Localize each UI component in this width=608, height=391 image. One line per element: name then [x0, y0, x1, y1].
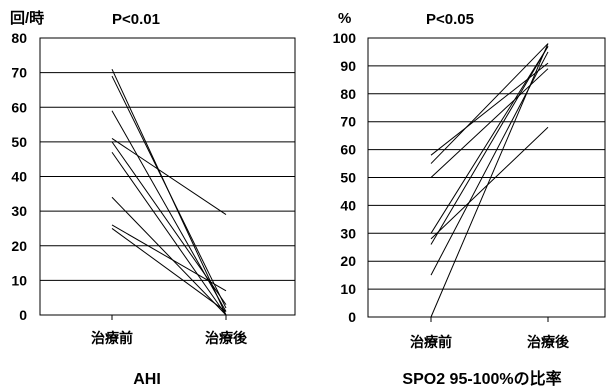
y-tick-label: 40	[11, 169, 27, 185]
series-line	[430, 46, 549, 245]
y-tick-label: 50	[340, 170, 356, 186]
y-tick-label: 10	[340, 281, 356, 297]
series-line	[430, 43, 549, 318]
y-tick-label: 90	[340, 58, 356, 74]
y-ticks: 0 10 20 30 40 50 60 70 80 90 100	[333, 30, 357, 325]
series-line	[111, 141, 227, 305]
y-tick-label: 40	[340, 197, 356, 213]
series-line	[430, 46, 549, 234]
plot-frame	[367, 37, 606, 318]
y-ticks: 0 10 20 30 40 50 60 70 80	[11, 30, 27, 323]
series-line	[430, 68, 549, 178]
y-tick-label: 70	[340, 114, 356, 130]
series-line	[111, 196, 227, 316]
grid-lines	[40, 72, 295, 281]
series-lines	[111, 68, 227, 316]
plot-frame	[39, 37, 296, 316]
y-tick-label: 80	[340, 86, 356, 102]
chart-ahi: 回/時 P<0.01 0 10 20 30 40 50 60 70 80 治療前 治療後 AHI	[10, 9, 296, 388]
series-line	[430, 126, 549, 240]
series-line	[430, 43, 549, 164]
series-line	[111, 75, 227, 309]
y-tick-label: 50	[11, 134, 27, 150]
series-line	[111, 137, 227, 216]
x-tick-label: 治療後	[205, 330, 248, 346]
y-tick-label: 60	[340, 142, 356, 158]
y-tick-label: 0	[348, 309, 356, 325]
y-tick-label: 30	[11, 203, 27, 219]
y-tick-label: 60	[11, 99, 27, 115]
y-tick-label: 100	[333, 30, 357, 46]
series-line	[111, 224, 227, 292]
x-tick-label: 治療後	[527, 334, 570, 350]
y-unit-label: %	[338, 10, 351, 27]
x-tick-label: 治療前	[410, 334, 452, 350]
x-ticks: 治療前 治療後	[410, 317, 570, 350]
grid-lines	[368, 65, 605, 290]
y-tick-label: 0	[19, 307, 27, 323]
series-line	[111, 228, 227, 312]
x-ticks: 治療前 治療後	[91, 315, 248, 346]
y-tick-label: 70	[11, 65, 27, 81]
y-tick-label: 20	[340, 253, 356, 269]
chart-caption: AHI	[133, 371, 161, 388]
series-line	[111, 151, 227, 316]
series-lines	[430, 43, 549, 318]
chart-spo2: % P<0.05 0 10 20 30 40 50 60 70 80 90 100 治療前 治療後 S…	[333, 10, 606, 388]
y-tick-label: 10	[11, 272, 27, 288]
chart-caption: SPO2 95-100%の比率	[402, 369, 561, 388]
y-tick-label: 30	[340, 225, 356, 241]
y-tick-label: 20	[11, 238, 27, 254]
p-value-annotation: P<0.05	[426, 11, 474, 28]
y-tick-label: 80	[11, 30, 27, 46]
x-tick-label: 治療前	[91, 330, 133, 346]
p-value-annotation: P<0.01	[112, 11, 160, 28]
y-unit-label: 回/時	[10, 9, 44, 27]
